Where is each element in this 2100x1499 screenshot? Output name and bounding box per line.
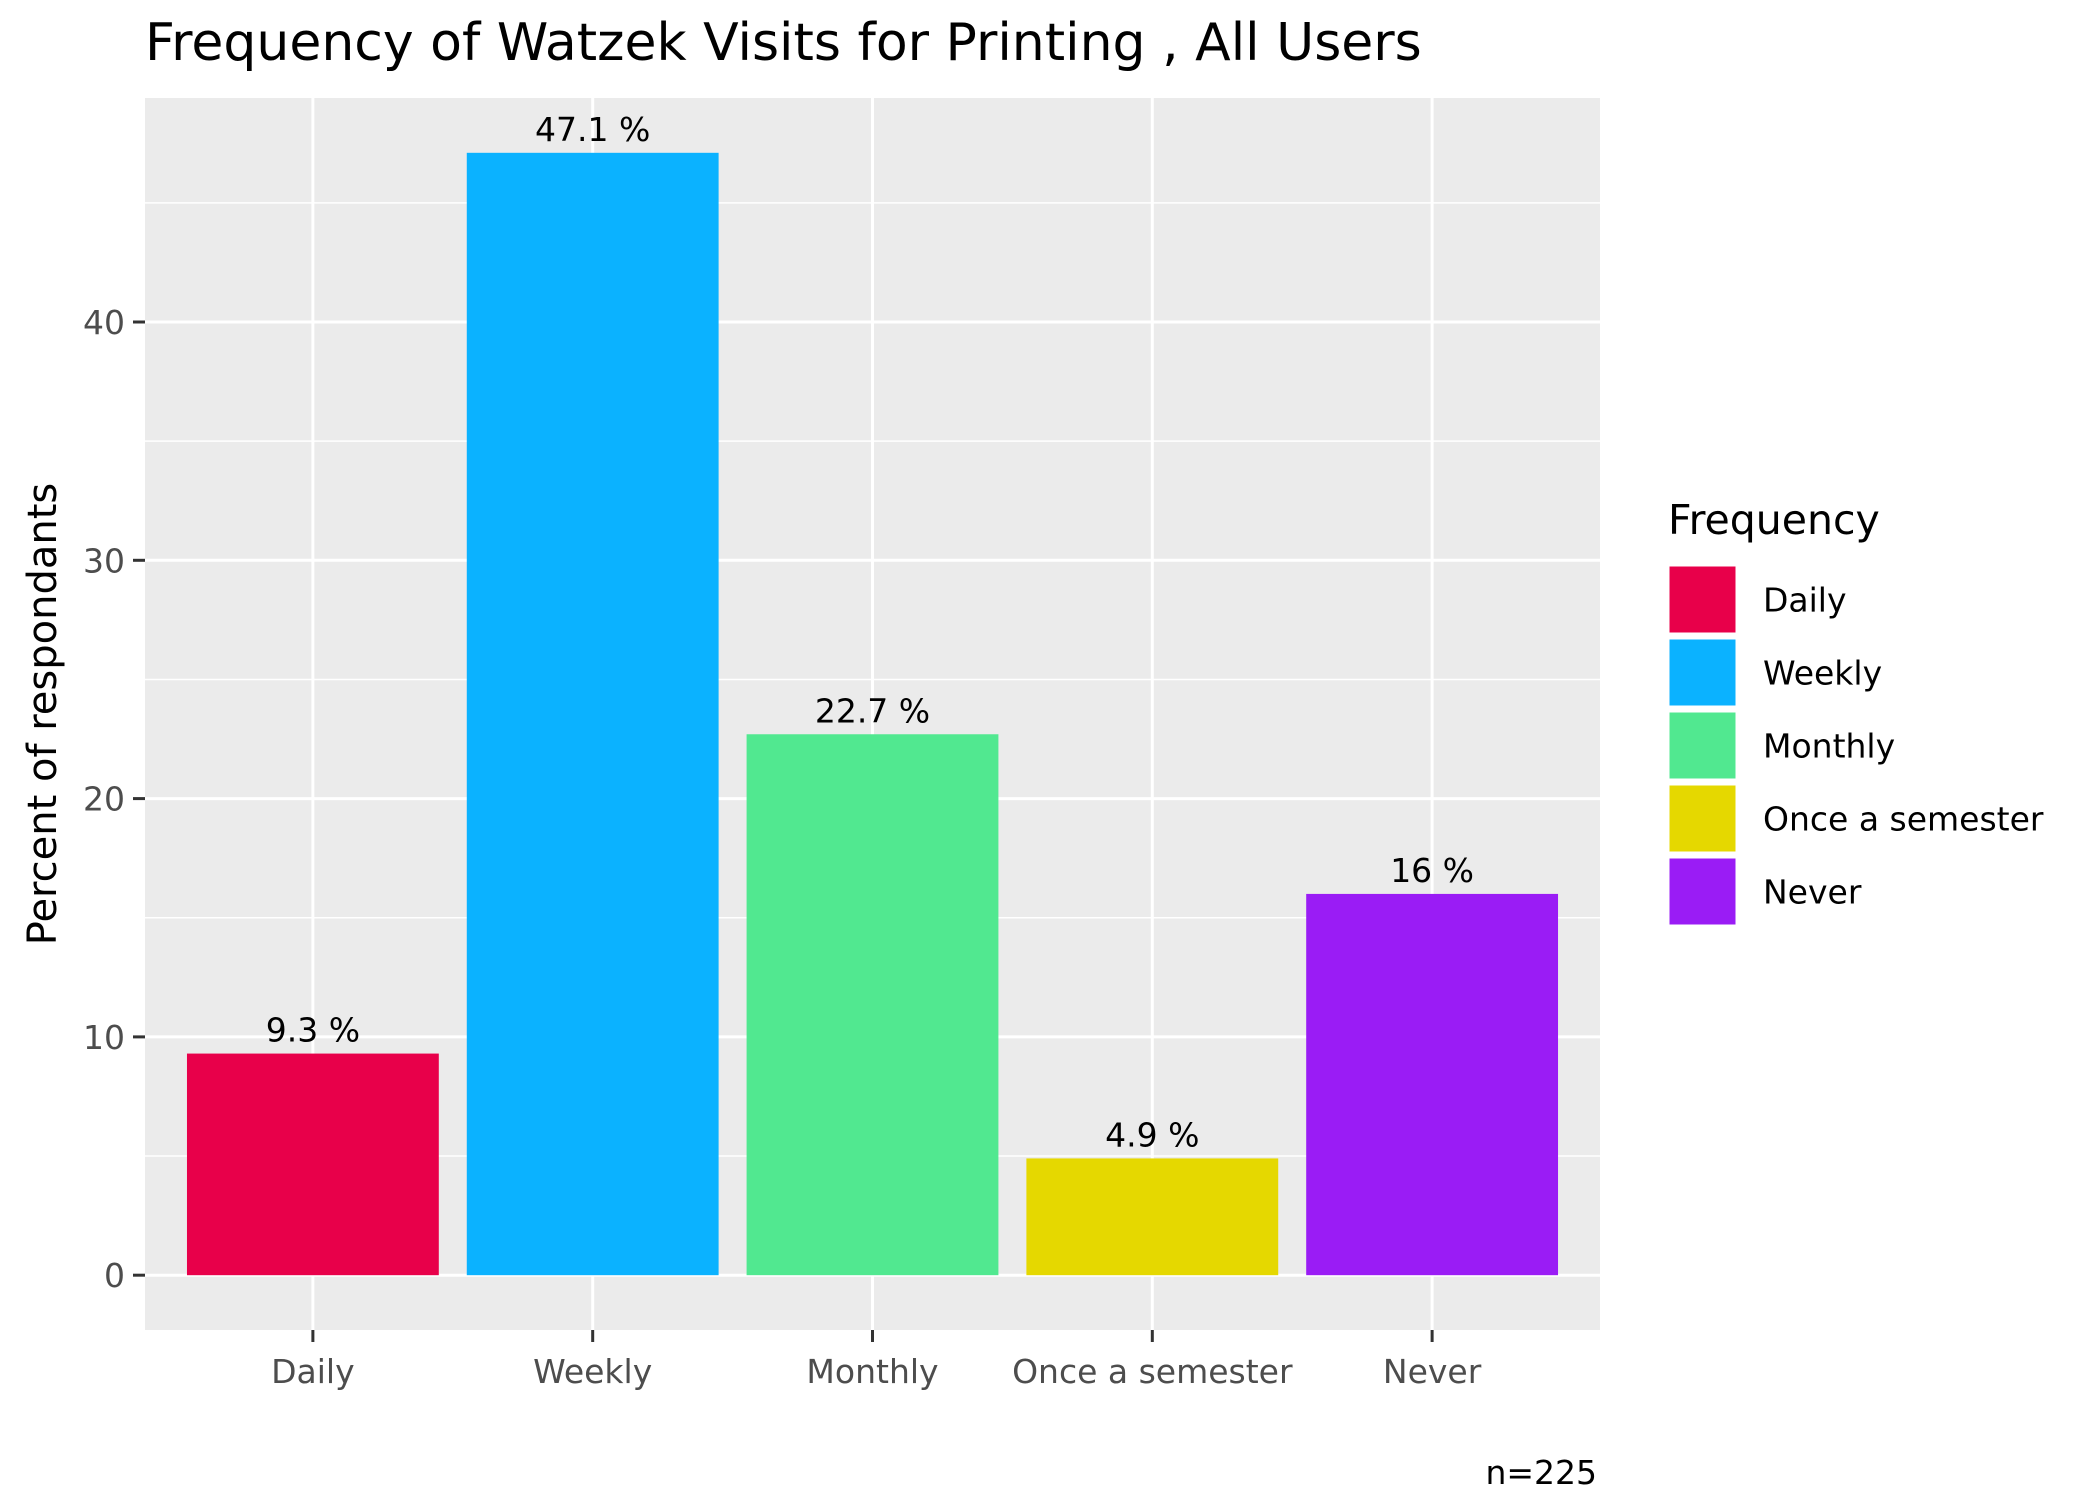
legend-items: Daily Weekly Monthly Once a semester Never [1666,563,2044,928]
x-tick-label: Monthly [806,1352,938,1391]
caption-n: n=225 [1485,1453,1597,1492]
legend-key-daily [1666,563,1739,636]
x-tick-label: Never [1383,1352,1482,1391]
y-tick-label: 20 [83,780,125,819]
y-tick-label: 30 [83,541,125,580]
bar-weekly [466,152,719,1276]
legend-label: Once a semester [1763,800,2044,839]
legend-label: Monthly [1763,727,1895,766]
data-label: 4.9 % [1105,1115,1199,1154]
legend-key-once-a-semester [1666,782,1739,855]
y-tick-label: 40 [83,303,125,342]
y-tick-label: 0 [104,1256,125,1295]
bar-never [1306,893,1559,1276]
data-label: 22.7 % [815,691,930,730]
y-tick-label: 10 [83,1018,125,1057]
data-label: 47.1 % [535,110,650,149]
x-tick-label: Daily [271,1352,355,1391]
bar-daily [186,1053,439,1276]
legend-label: Weekly [1763,654,1882,693]
x-tick-label: Once a semester [1012,1352,1293,1391]
legend: Frequency Daily Weekly Monthly Once a semes… [1666,496,2044,928]
legend-key-monthly [1666,709,1739,782]
bar-once-a-semester [1026,1158,1279,1276]
bar-monthly [746,734,999,1276]
data-label: 16 % [1390,851,1474,890]
legend-key-never [1666,855,1739,928]
y-axis: 0 10 20 30 40 [83,303,145,1295]
chart-title: Frequency of Watzek Visits for Printing … [145,13,1422,73]
legend-title: Frequency [1668,496,1880,544]
data-label: 9.3 % [266,1011,360,1050]
x-axis: Daily Weekly Monthly Once a semester Never [271,1330,1482,1391]
bar-value-labels: 9.3 % 47.1 % 22.7 % 4.9 % 16 % [266,110,1474,1155]
y-axis-title: Percent of respondants [20,483,66,946]
bars [186,152,1559,1276]
legend-key-weekly [1666,636,1739,709]
x-tick-label: Weekly [533,1352,652,1391]
legend-label: Daily [1763,581,1847,620]
legend-label: Never [1763,873,1862,912]
